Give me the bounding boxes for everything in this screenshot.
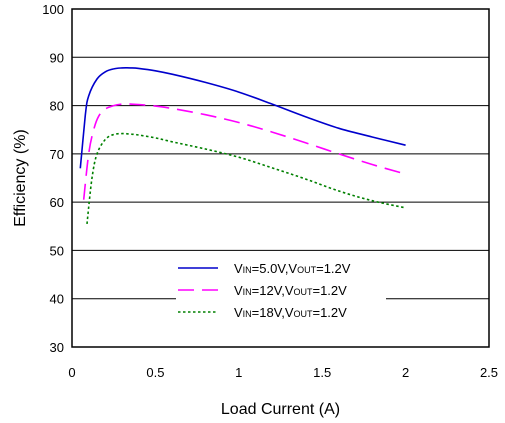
y-tick-label: 30 — [50, 340, 64, 355]
series-line-2 — [82, 103, 406, 200]
series-lines — [79, 66, 406, 224]
y-tick-label: 60 — [50, 195, 64, 210]
x-tick-label: 1 — [235, 365, 242, 380]
legend: VIN=5.0V,VOUT=1.2V VIN=12V,VOUT=1.2V VIN=1… — [176, 254, 386, 320]
x-tick-label: 0.5 — [146, 365, 164, 380]
y-tick-label: 40 — [50, 292, 64, 307]
x-axis-title: Load Current (A) — [221, 401, 340, 418]
legend-entry-1: VIN=5.0V,VOUT=1.2V — [234, 261, 351, 276]
series-line-1 — [79, 66, 406, 169]
y-axis-tick-labels: 30 40 50 60 70 80 90 100 — [42, 2, 64, 355]
x-tick-label: 0 — [68, 365, 75, 380]
legend-entry-3: VIN=18V,VOUT=1.2V — [234, 305, 347, 320]
plot-frame — [71, 8, 490, 348]
x-axis-tick-labels: 0 0.5 1 1.5 2 2.5 — [68, 365, 498, 380]
y-tick-label: 70 — [50, 147, 64, 162]
series-line-3 — [86, 132, 406, 224]
y-tick-label: 50 — [50, 243, 64, 258]
x-tick-label: 2.5 — [480, 365, 498, 380]
y-tick-label: 100 — [42, 2, 64, 17]
legend-entry-2: VIN=12V,VOUT=1.2V — [234, 283, 347, 298]
y-tick-label: 80 — [50, 99, 64, 114]
y-axis-title: Efficiency (%) — [12, 129, 29, 227]
y-tick-label: 90 — [50, 50, 64, 65]
x-tick-label: 2 — [402, 365, 409, 380]
x-tick-label: 1.5 — [313, 365, 331, 380]
legend-box — [176, 254, 386, 320]
